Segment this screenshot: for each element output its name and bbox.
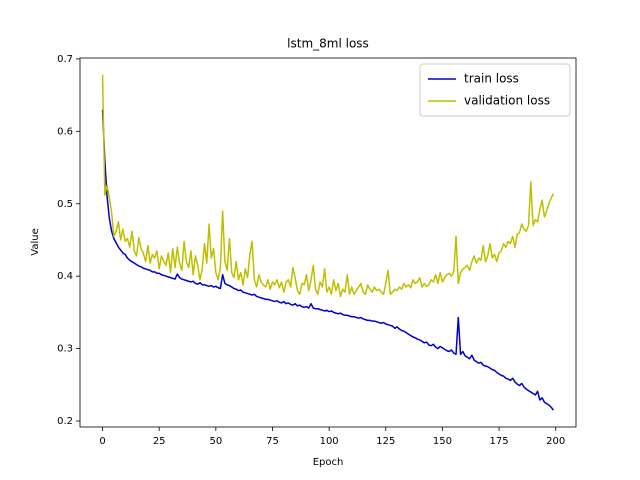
x-tick-label: 200 xyxy=(546,436,565,447)
x-tick-label: 175 xyxy=(490,436,509,447)
y-tick-label: 0.4 xyxy=(57,271,73,282)
x-tick-label: 150 xyxy=(433,436,452,447)
y-tick-label: 0.7 xyxy=(57,54,73,65)
plot-frame xyxy=(79,57,577,428)
legend-label: train loss xyxy=(464,72,519,86)
line-series xyxy=(101,74,555,298)
x-axis-label: Epoch xyxy=(313,457,344,468)
y-axis-label: Value xyxy=(30,228,41,255)
y-tick-label: 0.6 xyxy=(57,126,73,137)
x-tick-label: 125 xyxy=(376,436,395,447)
x-tick-label: 25 xyxy=(153,436,166,447)
x-tick-label: 0 xyxy=(99,436,105,447)
y-tick-label: 0.5 xyxy=(57,199,73,210)
x-tick-label: 100 xyxy=(320,436,339,447)
x-tick-label: 50 xyxy=(209,436,222,447)
y-tick-label: 0.2 xyxy=(57,416,73,427)
legend-box xyxy=(419,63,571,117)
chart-title: lstm_8ml loss xyxy=(287,37,369,51)
legend-label: validation loss xyxy=(464,94,550,108)
line-series xyxy=(101,109,555,411)
y-tick-label: 0.3 xyxy=(57,344,73,355)
x-tick-label: 75 xyxy=(266,436,279,447)
